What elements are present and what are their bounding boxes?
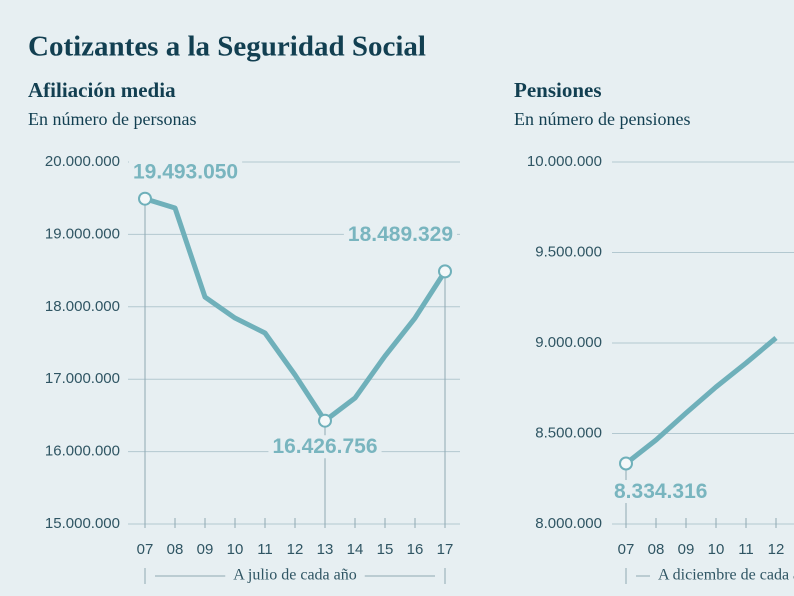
point-marker — [619, 456, 633, 471]
y-tick-label: 8.000.000 — [535, 515, 602, 532]
y-tick-label: 10.000.000 — [527, 153, 602, 170]
y-axis-label: En número de pensiones — [514, 109, 690, 129]
y-axis-label: En número de personas — [28, 109, 196, 129]
x-tick-label: 10 — [227, 541, 244, 558]
y-tick-label: 15.000.000 — [45, 515, 120, 532]
point-marker — [138, 191, 152, 206]
label-background — [268, 435, 382, 459]
x-tick-label: 08 — [648, 541, 665, 558]
x-tick-label: 16 — [407, 541, 424, 558]
x-tick-label: 09 — [678, 541, 695, 558]
page-title: Cotizantes a la Seguridad Social — [28, 31, 426, 63]
x-tick-label: 09 — [197, 541, 214, 558]
x-tick-label: 17 — [437, 541, 454, 558]
x-tick-label: 15 — [377, 541, 394, 558]
x-axis-note: A julio de cada año — [233, 567, 357, 584]
x-tick-label: 08 — [167, 541, 184, 558]
chart-subtitle: Afiliación media — [28, 78, 176, 102]
y-tick-label: 17.000.000 — [45, 370, 120, 387]
x-tick-label: 07 — [618, 541, 635, 558]
x-tick-label: 12 — [287, 541, 304, 558]
x-tick-label: 11 — [738, 541, 754, 558]
label-background — [343, 222, 457, 246]
x-tick-label: 10 — [708, 541, 725, 558]
value-label: 16.426.756 — [272, 435, 377, 458]
y-tick-label: 9.000.000 — [535, 334, 602, 351]
y-tick-label: 8.500.000 — [535, 424, 602, 441]
label-background — [610, 480, 712, 504]
x-tick-label: 13 — [317, 541, 334, 558]
x-axis-note: A diciembre de cada año — [658, 567, 794, 584]
y-tick-label: 20.000.000 — [45, 153, 120, 170]
x-tick-label: 12 — [768, 541, 785, 558]
value-label: 19.493.050 — [133, 160, 238, 183]
x-tick-label: 07 — [137, 541, 154, 558]
x-tick-label: 14 — [347, 541, 364, 558]
label-background — [129, 160, 243, 184]
y-tick-label: 18.000.000 — [45, 298, 120, 315]
point-marker — [438, 264, 452, 279]
data-line — [624, 336, 778, 466]
point-marker — [318, 413, 332, 428]
y-tick-label: 16.000.000 — [45, 443, 120, 460]
chart-subtitle: Pensiones — [514, 78, 602, 102]
y-tick-label: 19.000.000 — [45, 225, 120, 242]
value-label: 18.489.329 — [348, 223, 453, 246]
x-tick-label: 11 — [257, 541, 273, 558]
data-line — [144, 196, 448, 424]
value-label: 8.334.316 — [614, 480, 707, 503]
y-tick-label: 9.500.000 — [535, 243, 602, 260]
